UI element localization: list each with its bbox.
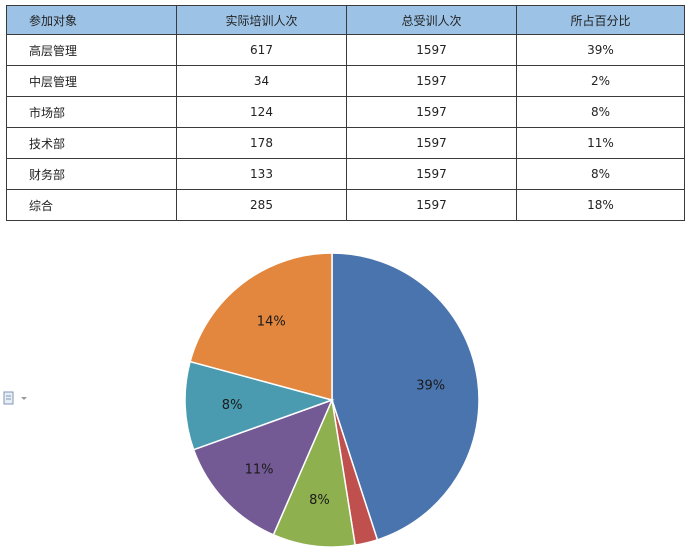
table-cell: 高层管理: [6, 34, 177, 66]
table-cell: 市场部: [6, 96, 177, 128]
table-row: 市场部 124 1597 8%: [6, 96, 685, 128]
table-cell: 1597: [346, 34, 517, 66]
pie-label: 11%: [245, 462, 274, 477]
table-row: 技术部 178 1597 11%: [6, 127, 685, 159]
pie-slice: [189, 252, 333, 401]
header-cell: 所占百分比: [516, 5, 685, 35]
pie-label: 8%: [309, 493, 330, 508]
pie-slice: [192, 398, 334, 536]
table-row: 高层管理 617 1597 39%: [6, 34, 685, 66]
table-cell: 1597: [346, 127, 517, 159]
table-cell: 8%: [516, 158, 685, 190]
table-cell: 18%: [516, 189, 685, 221]
table-row: 财务部 133 1597 8%: [6, 158, 685, 190]
data-table: 参加对象 实际培训人次 总受训人次 所占百分比 高层管理 617 1597 39…: [6, 5, 685, 221]
table-row: 综合 285 1597 18%: [6, 189, 685, 221]
table-cell: 2%: [516, 65, 685, 97]
table-cell: 617: [176, 34, 347, 66]
pie-label: 14%: [257, 315, 286, 330]
table-cell: 1597: [346, 158, 517, 190]
document-icon[interactable]: [2, 391, 30, 405]
table-cell: 39%: [516, 34, 685, 66]
data-table-container: 参加对象 实际培训人次 总受训人次 所占百分比 高层管理 617 1597 39…: [6, 5, 685, 221]
table-cell: 综合: [6, 189, 177, 221]
table-cell: 34: [176, 65, 347, 97]
header-cell: 参加对象: [6, 5, 177, 35]
pie-slice: [184, 360, 335, 451]
pie-slice: [331, 252, 480, 541]
table-cell: 1597: [346, 96, 517, 128]
table-row: 中层管理 34 1597 2%: [6, 65, 685, 97]
table-cell: 285: [176, 189, 347, 221]
pie-label: 39%: [416, 378, 445, 393]
table-cell: 1597: [346, 65, 517, 97]
table-cell: 1597: [346, 189, 517, 221]
pie-slice: [272, 397, 357, 548]
table-cell: 中层管理: [6, 65, 177, 97]
table-cell: 178: [176, 127, 347, 159]
pie-label: 8%: [222, 398, 243, 413]
table-header-row: 参加对象 实际培训人次 总受训人次 所占百分比: [6, 5, 685, 35]
